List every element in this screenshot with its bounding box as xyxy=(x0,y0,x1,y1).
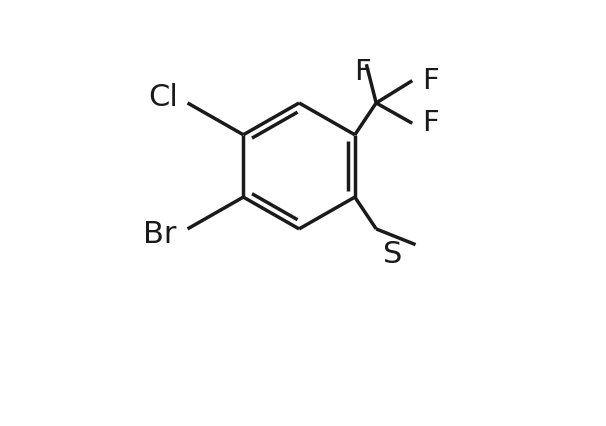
Text: F: F xyxy=(422,109,439,137)
Text: S: S xyxy=(383,240,402,269)
Text: F: F xyxy=(422,66,439,95)
Text: F: F xyxy=(354,58,371,86)
Text: Cl: Cl xyxy=(148,83,178,112)
Text: Br: Br xyxy=(142,220,176,249)
